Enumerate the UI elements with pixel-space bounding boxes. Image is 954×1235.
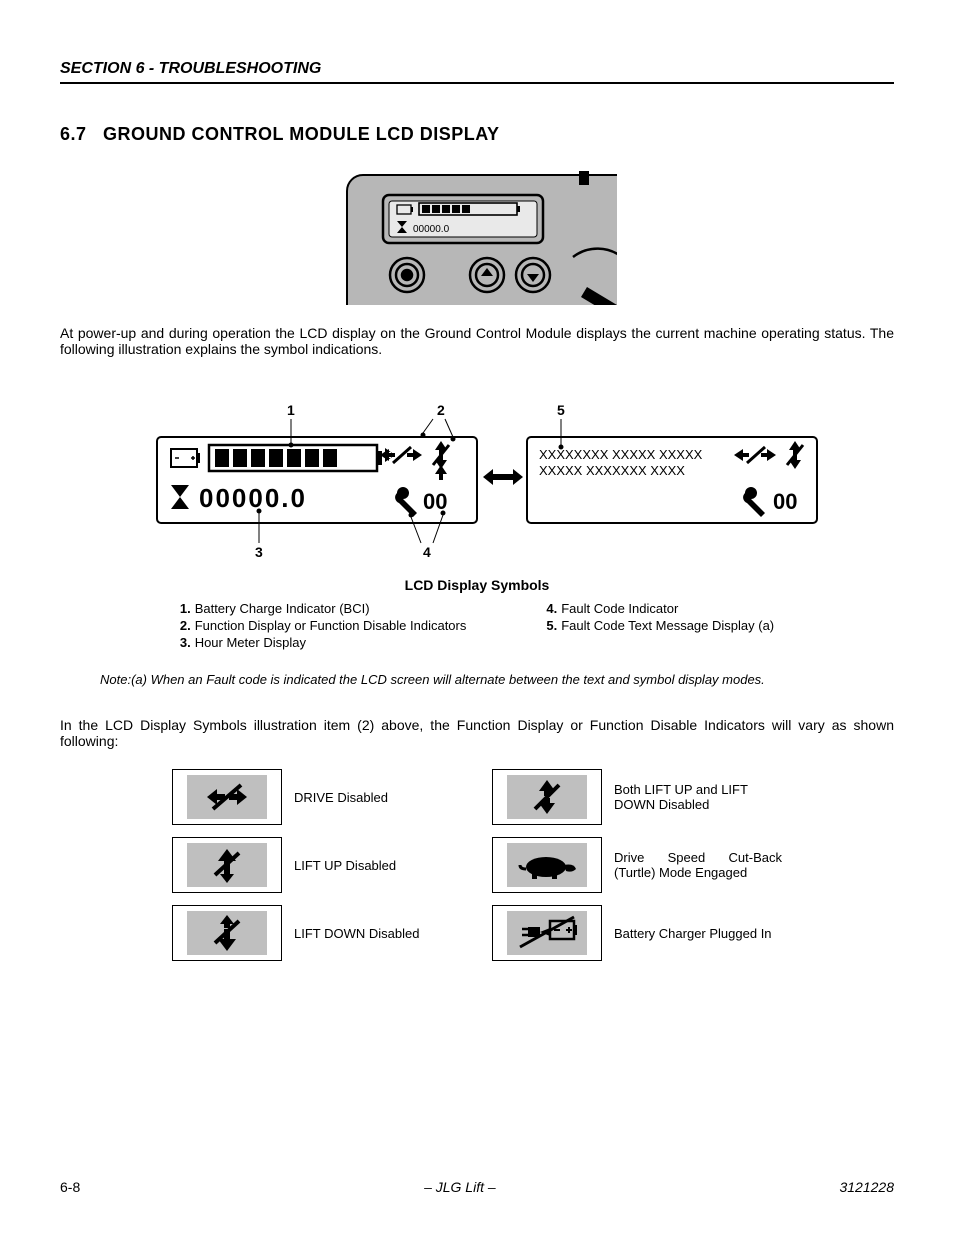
icon-row: Drive Speed Cut-Back (Turtle) Mode Engag… xyxy=(492,837,782,893)
svg-text:2: 2 xyxy=(437,402,445,418)
svg-text:00: 00 xyxy=(773,489,797,514)
icon-label: DRIVE Disabled xyxy=(294,790,388,805)
heading-title: GROUND CONTROL MODULE LCD DISPLAY xyxy=(103,124,500,144)
page-number: 6-8 xyxy=(60,1179,80,1195)
legend-item: 1.Battery Charge Indicator (BCI) xyxy=(180,601,467,616)
note: Note:(a) When an Fault code is indicated… xyxy=(100,672,854,687)
icon-label: LIFT DOWN Disabled xyxy=(294,926,419,941)
svg-text:00000.0: 00000.0 xyxy=(413,224,450,235)
svg-text:00000.0: 00000.0 xyxy=(199,483,307,513)
icon-row: DRIVE Disabled xyxy=(172,769,462,825)
icon-label: Battery Charger Plugged In xyxy=(614,926,772,941)
intro-paragraph: At power-up and during operation the LCD… xyxy=(60,325,894,357)
icon-label: LIFT UP Disabled xyxy=(294,858,396,873)
heading-number: 6.7 xyxy=(60,124,87,144)
lift-both-disabled-icon xyxy=(492,769,602,825)
icon-row: LIFT DOWN Disabled xyxy=(172,905,462,961)
legend-item: 3.Hour Meter Display xyxy=(180,635,467,650)
icon-row: Both LIFT UP and LIFT DOWN Disabled xyxy=(492,769,782,825)
main-heading: 6.7 GROUND CONTROL MODULE LCD DISPLAY xyxy=(60,124,894,145)
svg-text:4: 4 xyxy=(423,544,431,560)
icon-label: Both LIFT UP and LIFT DOWN Disabled xyxy=(614,782,782,812)
footer: 6-8 – JLG Lift – 3121228 xyxy=(60,1179,894,1195)
svg-text:XXXXX XXXXXXX XXXX: XXXXX XXXXXXX XXXX xyxy=(539,463,685,478)
icon-row: Battery Charger Plugged In xyxy=(492,905,782,961)
lcd-figure-caption: LCD Display Symbols xyxy=(60,577,894,593)
svg-text:3: 3 xyxy=(255,544,263,560)
svg-text:5: 5 xyxy=(557,402,565,418)
icon-grid: DRIVE Disabled LIFT UP Disabled xyxy=(60,769,894,973)
icon-col-right: Both LIFT UP and LIFT DOWN Disabled Driv… xyxy=(492,769,782,973)
svg-text:XXXXXXXX XXXXX XXXXX: XXXXXXXX XXXXX XXXXX xyxy=(539,447,703,462)
icon-label: Drive Speed Cut-Back (Turtle) Mode Engag… xyxy=(614,850,782,880)
doc-number: 3121228 xyxy=(839,1179,894,1195)
legend-item: 2.Function Display or Function Disable I… xyxy=(180,618,467,633)
section-header: SECTION 6 - TROUBLESHOOTING xyxy=(60,60,894,84)
legend-right: 4.Fault Code Indicator 5.Fault Code Text… xyxy=(546,601,774,652)
lift-down-disabled-icon xyxy=(172,905,282,961)
turtle-mode-icon xyxy=(492,837,602,893)
charger-plugged-icon xyxy=(492,905,602,961)
lift-up-disabled-icon xyxy=(172,837,282,893)
svg-text:00: 00 xyxy=(423,489,447,514)
lcd-symbols-figure: 00000.0 00 XXXXXXXX XXXXX XXXXX XXXXX XX… xyxy=(127,397,827,567)
legend-item: 4.Fault Code Indicator xyxy=(546,601,774,616)
legend-left: 1.Battery Charge Indicator (BCI) 2.Funct… xyxy=(180,601,467,652)
drive-disabled-icon xyxy=(172,769,282,825)
module-figure: 00000.0 xyxy=(337,165,617,305)
legend: 1.Battery Charge Indicator (BCI) 2.Funct… xyxy=(60,601,894,652)
icon-row: LIFT UP Disabled xyxy=(172,837,462,893)
legend-item: 5.Fault Code Text Message Display (a) xyxy=(546,618,774,633)
svg-text:1: 1 xyxy=(287,402,295,418)
footer-center: – JLG Lift – xyxy=(424,1179,496,1195)
icon-col-left: DRIVE Disabled LIFT UP Disabled xyxy=(172,769,462,973)
paragraph-2: In the LCD Display Symbols illustration … xyxy=(60,717,894,749)
